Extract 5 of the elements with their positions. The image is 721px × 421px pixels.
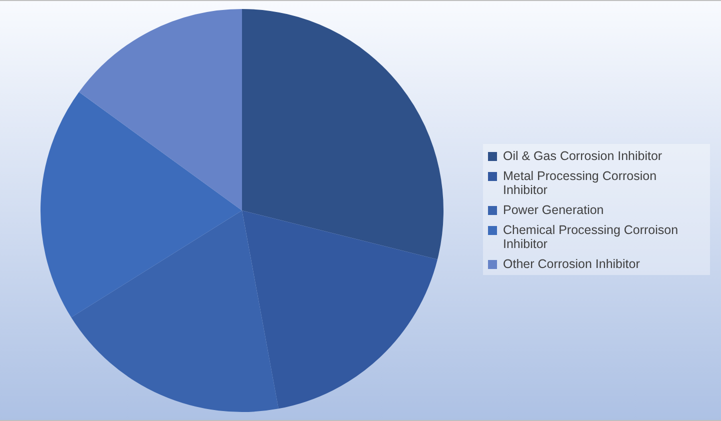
legend-label: Other Corrosion Inhibitor: [503, 257, 641, 271]
legend-label: Oil & Gas Corrosion Inhibitor: [503, 149, 664, 163]
legend-label: Metal Processing Corrosion Inhibitor: [503, 169, 658, 197]
legend-label: Chemical Processing Corroison Inhibitor: [503, 223, 680, 251]
legend-label: Power Generation: [503, 203, 605, 217]
